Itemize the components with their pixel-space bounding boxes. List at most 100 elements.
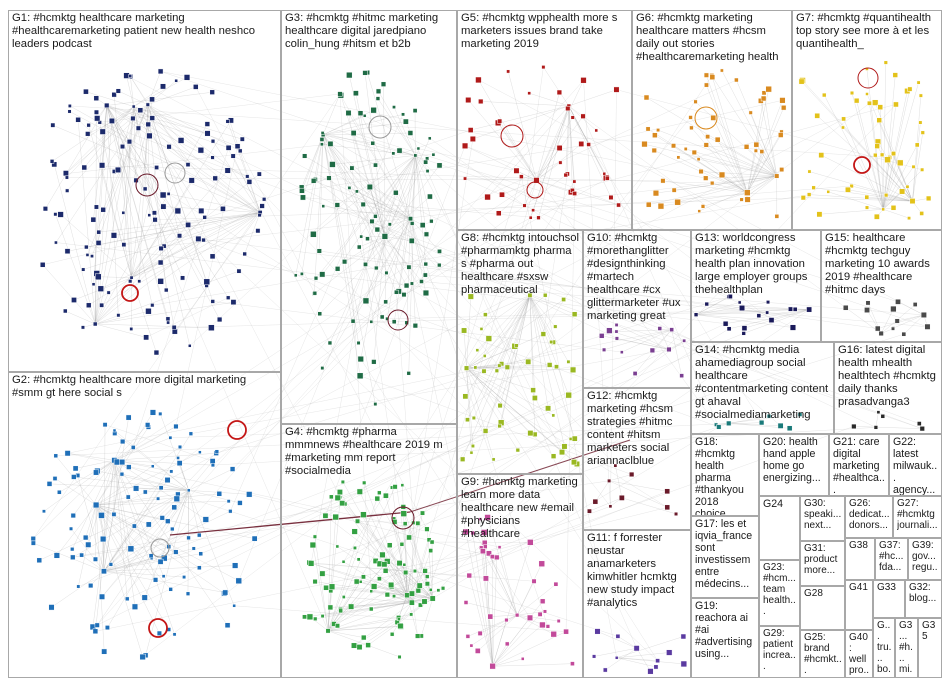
edge [529,295,536,399]
edge [466,368,534,391]
node [397,622,404,630]
node [341,559,346,564]
edge [72,498,378,558]
node [383,492,389,499]
node [210,155,215,160]
node [497,118,503,124]
edge [187,490,189,594]
edge [107,490,189,628]
node [515,447,520,453]
node [149,115,155,121]
node [380,81,387,87]
node [173,423,179,430]
edge [393,595,412,603]
group-G35: G35 [918,618,942,678]
node [375,88,382,94]
node [527,91,532,96]
edge [325,515,433,599]
edge [467,295,531,420]
node [811,185,816,190]
node [526,614,534,621]
node [142,186,148,192]
edge [912,95,922,202]
edge [99,122,132,278]
edge [54,478,97,506]
edge [468,99,537,181]
node [368,606,374,612]
edge [543,67,569,107]
edge [616,657,656,668]
node [916,421,922,426]
edge [536,80,584,181]
node [570,115,575,120]
node [335,544,340,549]
group-G17: G17: les et iqvia_france sont investisse… [691,516,759,598]
group-label-G35: G35 [922,620,936,642]
edge [95,412,154,506]
edge [92,460,115,627]
edge [315,179,385,237]
node [176,460,183,467]
node [408,216,413,222]
node [878,330,884,337]
node [365,642,371,648]
node [563,628,569,635]
edge [133,106,189,165]
edge [103,498,159,572]
node [570,661,575,666]
node [408,237,415,244]
node [256,171,262,177]
edge [529,295,554,343]
node [357,110,364,116]
node [664,488,671,495]
node [753,148,758,153]
node [407,130,414,136]
edge [466,333,544,369]
edge [133,180,537,448]
node [108,117,115,124]
group-label-G36: G... tru... bo... shi... [877,620,892,677]
node [891,326,895,331]
edge [801,81,913,202]
self-loop [148,618,168,638]
node [170,526,175,532]
node [93,469,100,476]
group-label-G10: G10: #hcmktg #morethanglitter #designthi… [587,232,684,322]
edge [429,138,525,206]
node [174,207,182,215]
node [355,518,361,524]
node [203,278,211,286]
node [157,278,164,285]
edge [321,139,616,466]
edge [716,422,762,425]
node [392,594,396,599]
node [744,196,751,203]
node [230,153,236,159]
node [778,132,784,138]
edge [701,171,777,177]
edge [314,536,329,631]
edge [721,174,748,193]
node [918,120,923,125]
group-G40: G40: well pro... [845,630,873,678]
node [164,477,171,484]
node [145,521,152,528]
edge [140,110,261,213]
node [126,464,132,470]
edge [356,581,408,596]
node [873,213,880,220]
node [741,331,746,336]
edge [327,564,405,631]
group-G2: G2: #hcmktg healthcare more digital mark… [8,372,281,678]
edge [322,93,341,135]
edge [484,542,493,667]
edge [406,523,418,596]
edge [233,155,617,339]
node [139,653,146,661]
node [362,70,368,76]
node [437,249,442,254]
group-label-G41: G41 [849,582,868,593]
node [709,74,716,80]
edge [337,497,412,603]
node [649,347,656,354]
